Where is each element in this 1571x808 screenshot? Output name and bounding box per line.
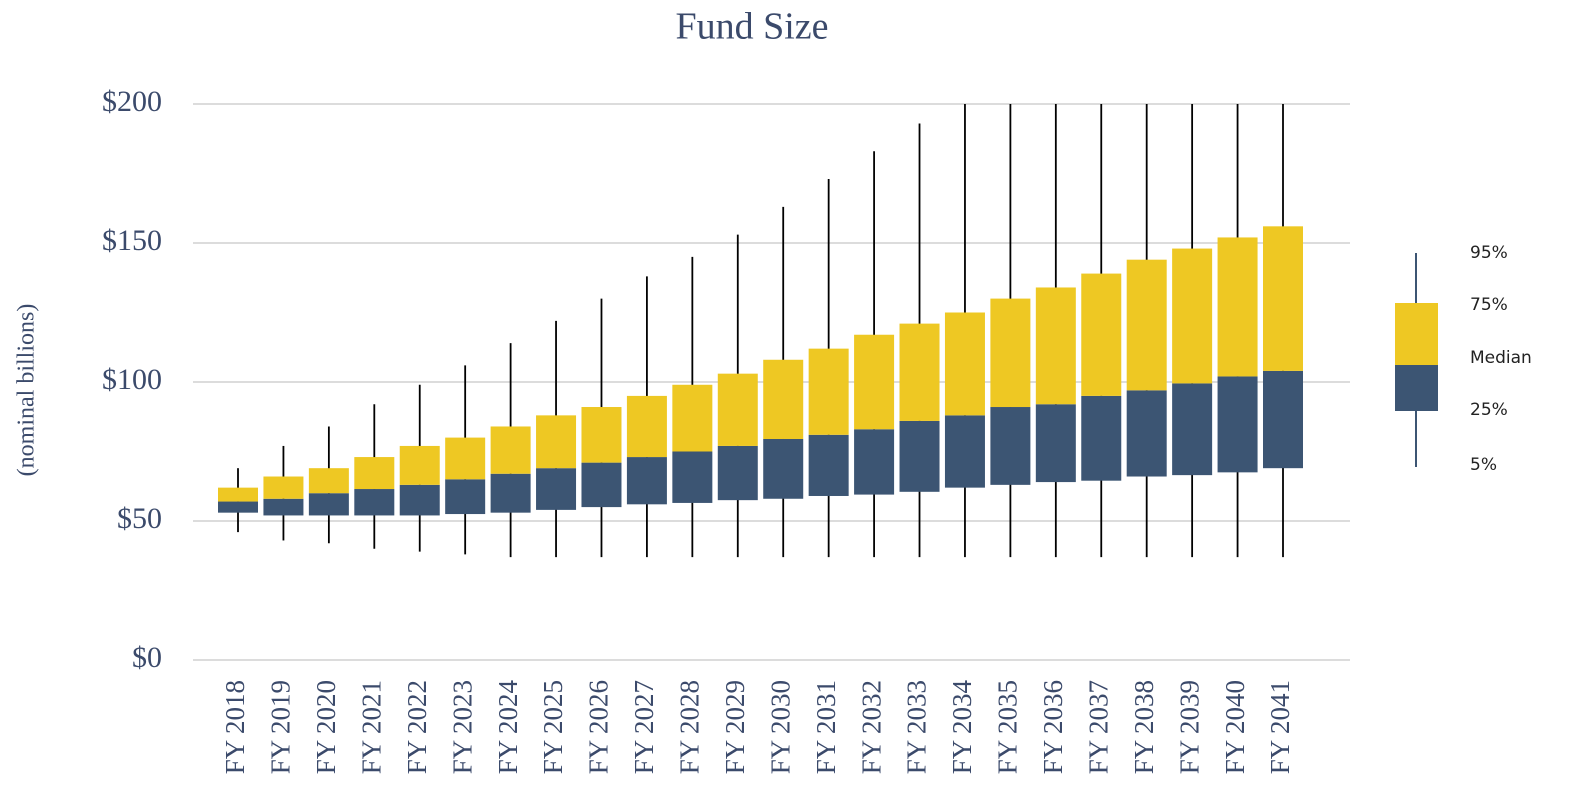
x-tick-label: FY 2036 bbox=[1038, 680, 1068, 774]
x-tick-label: FY 2035 bbox=[993, 680, 1023, 774]
lower-box bbox=[536, 468, 577, 510]
upper-box bbox=[1035, 287, 1076, 405]
lower-box bbox=[1126, 390, 1167, 477]
upper-box bbox=[763, 359, 804, 439]
lower-box bbox=[672, 451, 713, 503]
lower-box bbox=[1263, 370, 1303, 469]
x-tick-label: FY 2026 bbox=[584, 680, 614, 774]
upper-box bbox=[808, 348, 849, 435]
lower-box bbox=[354, 489, 395, 516]
x-tick-label: FY 2024 bbox=[493, 680, 523, 775]
upper-box bbox=[899, 323, 940, 421]
x-tick-label: FY 2019 bbox=[266, 680, 296, 774]
y-tick-label: $200 bbox=[102, 85, 162, 118]
x-tick-label: FY 2018 bbox=[220, 680, 250, 774]
x-tick-label: FY 2023 bbox=[447, 680, 477, 774]
lower-box bbox=[1081, 395, 1122, 481]
y-axis-label: (nominal billions) bbox=[14, 304, 40, 477]
upper-box bbox=[1217, 237, 1258, 377]
x-tick-label: FY 2041 bbox=[1265, 680, 1295, 774]
lower-box bbox=[990, 407, 1031, 485]
legend-label: 95% bbox=[1470, 243, 1508, 263]
lower-box bbox=[808, 434, 849, 496]
lower-box bbox=[944, 415, 985, 488]
upper-box bbox=[1172, 248, 1213, 384]
x-tick-label: FY 2030 bbox=[765, 680, 795, 774]
upper-box bbox=[445, 437, 486, 480]
x-tick-label: FY 2022 bbox=[402, 680, 432, 774]
lower-box bbox=[899, 420, 940, 492]
upper-box bbox=[1126, 259, 1167, 391]
lower-box bbox=[581, 462, 622, 508]
lower-box bbox=[1035, 404, 1076, 483]
lower-box bbox=[445, 479, 486, 515]
x-tick-label: FY 2027 bbox=[629, 680, 659, 774]
upper-box bbox=[990, 298, 1031, 408]
chart-title: Fund Size bbox=[675, 6, 828, 48]
upper-box bbox=[854, 334, 895, 430]
lower-box bbox=[1172, 383, 1213, 476]
lower-box bbox=[490, 473, 531, 513]
lower-box bbox=[308, 493, 349, 516]
upper-box bbox=[626, 395, 667, 458]
y-tick-label: $0 bbox=[132, 641, 162, 674]
y-tick-label: $50 bbox=[117, 502, 162, 535]
x-tick-label: FY 2039 bbox=[1174, 680, 1204, 774]
upper-box bbox=[354, 457, 395, 490]
x-tick-label: FY 2031 bbox=[811, 680, 841, 774]
x-tick-label: FY 2028 bbox=[675, 680, 705, 774]
lower-box bbox=[854, 429, 895, 495]
lower-box bbox=[399, 484, 440, 516]
x-tick-label: FY 2029 bbox=[720, 680, 750, 774]
x-tick-label: FY 2032 bbox=[856, 680, 886, 774]
upper-box bbox=[944, 312, 985, 416]
upper-box bbox=[581, 407, 622, 463]
legend-lower bbox=[1395, 365, 1438, 411]
upper-box bbox=[717, 373, 758, 446]
x-tick-label: FY 2037 bbox=[1083, 680, 1113, 774]
upper-box bbox=[490, 426, 531, 474]
legend-upper bbox=[1395, 303, 1438, 365]
x-tick-label: FY 2025 bbox=[538, 680, 568, 774]
x-tick-label: FY 2021 bbox=[357, 680, 387, 774]
lower-box bbox=[763, 438, 804, 499]
upper-box bbox=[536, 415, 577, 469]
upper-box bbox=[1081, 273, 1122, 396]
legend-label: 5% bbox=[1470, 455, 1497, 475]
upper-box bbox=[399, 445, 440, 485]
x-tick-label: FY 2020 bbox=[311, 680, 341, 774]
lower-box bbox=[717, 445, 758, 501]
lower-box bbox=[626, 457, 667, 505]
legend-label: 75% bbox=[1470, 295, 1508, 315]
upper-box bbox=[672, 384, 713, 452]
legend-label: Median bbox=[1470, 348, 1532, 368]
lower-box bbox=[218, 501, 258, 513]
x-tick-label: FY 2034 bbox=[947, 680, 977, 775]
lower-box bbox=[1217, 376, 1258, 473]
legend-label: 25% bbox=[1470, 400, 1508, 420]
y-tick-label: $150 bbox=[102, 224, 162, 257]
upper-box bbox=[308, 468, 349, 494]
x-tick-label: FY 2033 bbox=[902, 680, 932, 774]
upper-box bbox=[218, 487, 258, 502]
x-tick-label: FY 2038 bbox=[1129, 680, 1159, 774]
upper-box bbox=[263, 476, 304, 499]
x-tick-label: FY 2040 bbox=[1220, 680, 1250, 774]
lower-box bbox=[263, 498, 304, 516]
upper-box bbox=[1263, 226, 1303, 371]
y-tick-label: $100 bbox=[102, 363, 162, 396]
